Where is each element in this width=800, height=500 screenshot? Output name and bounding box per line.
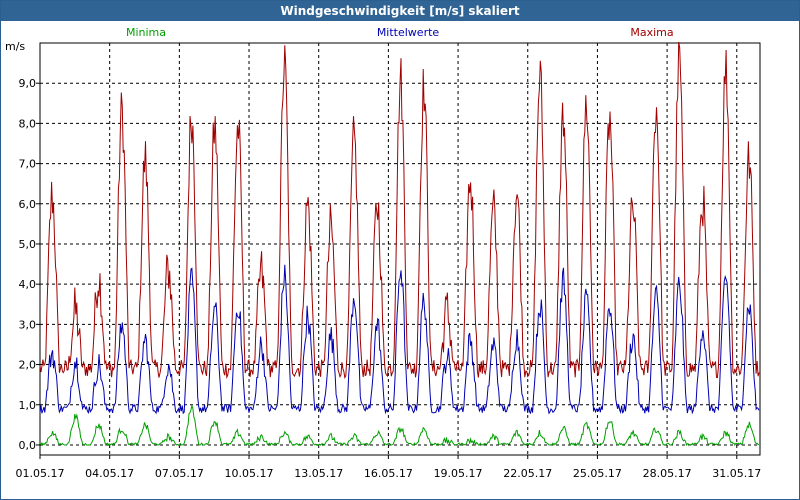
x-tick-label: 19.05.17 xyxy=(434,467,483,480)
x-tick-label: 28.05.17 xyxy=(643,467,692,480)
y-tick-label: 0,0 xyxy=(19,439,37,452)
mittelwerte-line xyxy=(39,264,760,415)
x-axis-ticks: 01.05.17 04.05.17 07.05.17 10.05.17 13.05.17… xyxy=(16,455,761,480)
legend-minima: Minima xyxy=(126,26,166,39)
y-tick-label: 4,0 xyxy=(19,278,37,291)
wind-speed-chart: 0,01,02,03,04,05,06,07,08,09,0 01.05.17 0… xyxy=(5,26,761,480)
y-tick-label: 3,0 xyxy=(19,318,37,331)
y-tick-label: 1,0 xyxy=(19,399,37,412)
x-tick-label: 25.05.17 xyxy=(573,467,622,480)
y-tick-label: 9,0 xyxy=(19,77,37,90)
y-axis-ticks: 0,0 1,0 2,0 3,0 4,0 5,0 6,0 7,0 8,0 9,0 xyxy=(19,77,40,452)
y-tick-label: 2,0 xyxy=(19,359,37,372)
y-tick-label: 8,0 xyxy=(19,117,37,130)
x-tick-label: 04.05.17 xyxy=(85,467,134,480)
x-tick-label: 16.05.17 xyxy=(364,467,413,480)
y-axis-label: m/s xyxy=(5,40,25,53)
maxima-line xyxy=(39,41,760,379)
chart-title: Windgeschwindigkeit [m/s] skaliert xyxy=(1,1,799,21)
x-tick-label: 07.05.17 xyxy=(155,467,204,480)
x-tick-label: 01.05.17 xyxy=(16,467,65,480)
minima-line xyxy=(39,403,760,447)
y-tick-label: 6,0 xyxy=(19,198,37,211)
series-lines xyxy=(39,41,760,447)
legend-mittelwerte: Mittelwerte xyxy=(377,26,440,39)
x-tick-label: 13.05.17 xyxy=(294,467,343,480)
legend-maxima: Maxima xyxy=(630,26,673,39)
y-tick-label: 7,0 xyxy=(19,158,37,171)
x-tick-label: 10.05.17 xyxy=(225,467,274,480)
plot-area xyxy=(39,42,761,456)
x-tick-label: 22.05.17 xyxy=(503,467,552,480)
y-tick-label: 5,0 xyxy=(19,238,37,251)
x-tick-label: 31.05.17 xyxy=(712,467,761,480)
